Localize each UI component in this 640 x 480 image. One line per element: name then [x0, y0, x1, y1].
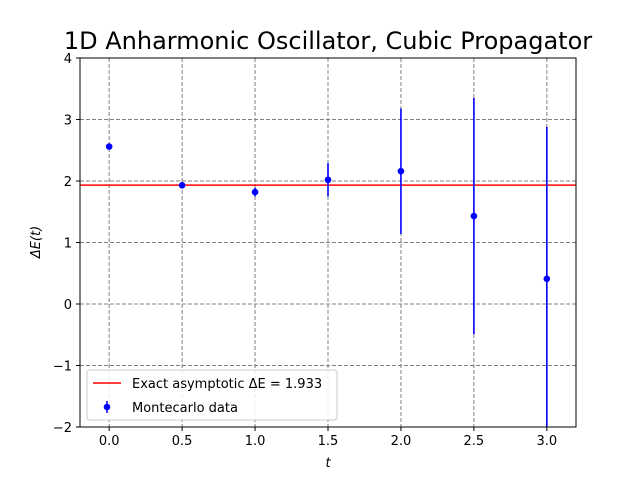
chart-title: 1D Anharmonic Oscillator, Cubic Propagat… [64, 27, 592, 55]
data-point [397, 167, 405, 175]
data-point [543, 275, 551, 283]
legend-data-swatch-marker [103, 403, 111, 411]
data-point [251, 188, 259, 196]
data-point [470, 212, 478, 220]
data-point [324, 176, 332, 184]
data-point [105, 143, 113, 150]
legend-reference-label: Exact asymptotic ΔE = 1.933 [132, 377, 322, 392]
data-layer [105, 97, 551, 427]
y-axis-ticks: −2 −1 0 1 2 3 4 [53, 52, 80, 436]
x-tick-label: 0.0 [99, 434, 120, 449]
x-tick-label: 2.5 [464, 434, 485, 449]
x-tick-label: 1.5 [318, 434, 339, 449]
y-tick-label: 1 [64, 237, 72, 252]
x-axis-label: t [325, 456, 331, 471]
legend-box [86, 369, 338, 421]
y-axis-label: ΔE(t) [29, 226, 44, 259]
y-tick-label: −2 [53, 421, 72, 436]
x-tick-label: 0.5 [172, 434, 193, 449]
x-axis-ticks: 0.0 0.5 1.0 1.5 2.0 2.5 3.0 [99, 427, 557, 449]
x-tick-label: 3.0 [536, 434, 557, 449]
x-tick-label: 1.0 [245, 434, 266, 449]
data-point [178, 182, 186, 189]
x-tick-label: 2.0 [391, 434, 412, 449]
y-tick-label: 2 [64, 175, 72, 190]
y-tick-label: −1 [53, 360, 72, 375]
y-tick-label: 4 [64, 52, 72, 67]
y-tick-label: 0 [64, 298, 72, 313]
y-tick-label: 3 [64, 114, 72, 129]
legend: Exact asymptotic ΔE = 1.933 Montecarlo d… [86, 369, 338, 421]
legend-data-label: Montecarlo data [132, 401, 238, 416]
